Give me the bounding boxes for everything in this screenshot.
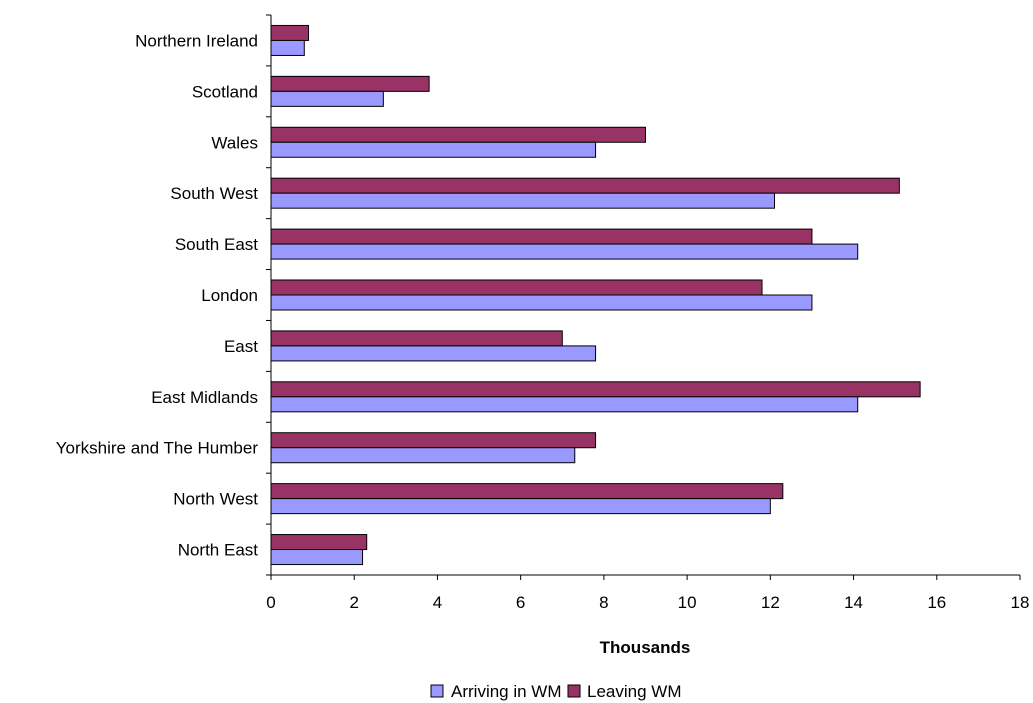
category-label-scotland: Scotland bbox=[192, 82, 258, 101]
bar-leaving-south-east bbox=[270, 228, 813, 245]
bar-leaving-northern-ireland bbox=[270, 24, 309, 41]
x-tick-label-10: 10 bbox=[678, 593, 697, 612]
x-tick-label-8: 8 bbox=[599, 593, 608, 612]
bar-leaving-north-east bbox=[270, 534, 368, 551]
x-tick-label-2: 2 bbox=[349, 593, 358, 612]
x-tick-label-18: 18 bbox=[1011, 593, 1030, 612]
category-label-south-west: South West bbox=[170, 184, 258, 203]
legend-label-leaving: Leaving WM bbox=[587, 682, 681, 701]
bar-arriving-south-east bbox=[270, 243, 859, 260]
category-label-wales: Wales bbox=[211, 133, 258, 152]
bar-arriving-north-west bbox=[270, 498, 771, 515]
bar-arriving-south-west bbox=[270, 192, 775, 209]
bar-arriving-scotland bbox=[270, 90, 384, 107]
bar-leaving-east bbox=[270, 330, 563, 347]
category-label-north-east: North East bbox=[178, 541, 259, 560]
category-label-east: East bbox=[224, 337, 258, 356]
legend: Arriving in WM Leaving WM bbox=[430, 682, 681, 701]
bar-leaving-wales bbox=[270, 126, 646, 143]
x-tick-label-6: 6 bbox=[516, 593, 525, 612]
category-labels: North East North West Yorkshire and The Hu… bbox=[56, 31, 259, 559]
axes-group bbox=[266, 14, 1021, 580]
legend-swatch-leaving bbox=[567, 684, 581, 698]
bar-arriving-yorkshire-and-the-humber bbox=[270, 447, 576, 464]
bar-leaving-north-west bbox=[270, 483, 784, 500]
bars-group bbox=[270, 24, 921, 566]
category-label-east-midlands: East Midlands bbox=[151, 388, 258, 407]
x-tick-label-14: 14 bbox=[844, 593, 863, 612]
legend-swatch-arriving bbox=[430, 684, 444, 698]
bar-leaving-yorkshire-and-the-humber bbox=[270, 432, 597, 449]
category-label-yorkshire-and-the-humber: Yorkshire and The Humber bbox=[56, 439, 259, 458]
x-tick-label-16: 16 bbox=[927, 593, 946, 612]
bar-leaving-east-midlands bbox=[270, 381, 921, 398]
bar-leaving-scotland bbox=[270, 75, 430, 92]
category-label-south-east: South East bbox=[175, 235, 258, 254]
legend-label-arriving: Arriving in WM bbox=[451, 682, 562, 701]
x-tick-label-4: 4 bbox=[433, 593, 442, 612]
x-tick-label-0: 0 bbox=[266, 593, 275, 612]
x-tick-label-12: 12 bbox=[761, 593, 780, 612]
category-label-london: London bbox=[201, 286, 258, 305]
bar-arriving-wales bbox=[270, 141, 597, 158]
x-axis-title: Thousands bbox=[600, 638, 691, 657]
bar-arriving-northern-ireland bbox=[270, 39, 305, 56]
x-tick-labels: 0 2 4 6 8 10 12 14 16 18 bbox=[266, 593, 1029, 612]
category-label-north-west: North West bbox=[173, 490, 258, 509]
bar-leaving-south-west bbox=[270, 177, 900, 194]
category-label-northern-ireland: Northern Ireland bbox=[135, 31, 258, 50]
bar-leaving-london bbox=[270, 279, 763, 296]
bar-arriving-east-midlands bbox=[270, 396, 859, 413]
bar-arriving-london bbox=[270, 294, 813, 311]
bar-arriving-north-east bbox=[270, 549, 364, 566]
bar-arriving-east bbox=[270, 345, 597, 362]
